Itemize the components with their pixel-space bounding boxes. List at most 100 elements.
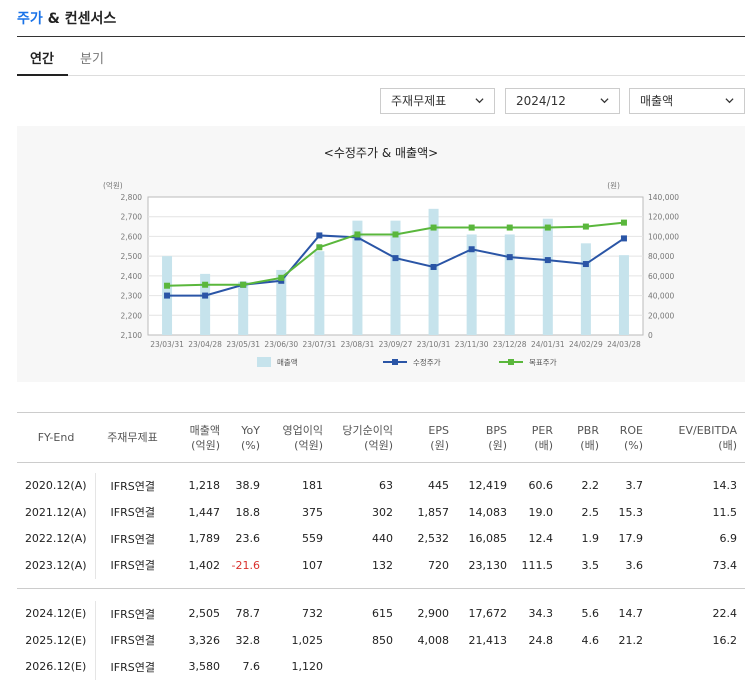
table-cell: 63 [379,479,393,493]
table-cell: 4.6 [581,633,600,647]
point-adjusted-price [544,257,551,264]
x-axis-tick: 23/11/30 [455,340,489,349]
table-cell: 7.6 [242,660,261,674]
table-cell: 3.6 [625,558,644,572]
table-cell: 2021.12(A) [24,505,87,519]
table-cell: 1,025 [291,633,324,647]
bar-sales [352,220,363,335]
metric-select-value: 매출액 [640,94,674,108]
column-header: EV/EBITDA (배) [651,412,745,463]
table-header-row: FY-End 주재무제표 매출액 (억원) YoY (%) 영업이익 (억원) 당기순이익 (억원… [17,412,745,463]
period-tabs: 연간 분기 [17,38,745,76]
statement-select[interactable]: 주재무제표 [380,88,495,114]
point-target-price [582,223,589,230]
table-cell: 3.7 [625,479,644,493]
bar-sales [200,273,211,335]
table-cell: 60.6 [528,479,554,493]
tab-annual[interactable]: 연간 [30,52,54,67]
column-header: FY-End [17,412,95,463]
right-axis-tick: 0 [648,331,653,340]
column-header: YoY (%) [228,412,268,463]
column-header: BPS (원) [457,412,515,463]
left-axis-tick: 2,200 [121,311,143,320]
table-cell: 1,447 [188,505,221,519]
table-cell: 732 [302,607,323,621]
point-adjusted-price [430,263,437,270]
point-adjusted-price [164,292,171,299]
table-cell: 2.2 [581,479,600,493]
table-cell: 14.7 [618,607,644,621]
table-cell: 615 [372,607,393,621]
x-axis-tick: 23/06/30 [264,340,298,349]
table-row: 2023.12(A) IFRS연결 1,402 -21.6 107 132 720 23,13… [17,552,745,579]
table-cell: 850 [372,633,393,647]
metric-select[interactable]: 매출액 [629,88,745,114]
legend-label-sales: 매출액 [277,357,298,367]
table-cell: IFRS연결 [94,627,170,654]
bar-sales [504,234,515,335]
table-cell: 6.9 [719,532,738,546]
chart-title: <수정주가 & 매출액> [323,146,439,160]
column-header: EPS (원) [401,412,457,463]
x-axis-tick: 23/07/31 [303,340,337,349]
left-axis-tick: 2,100 [121,331,143,340]
column-header: PER (배) [515,412,561,463]
point-adjusted-price [582,261,589,268]
bar-sales [390,220,401,335]
table-cell: 1,789 [188,532,221,546]
table-cell: 107 [302,558,323,572]
table-cell [457,654,515,681]
table-cell: 302 [372,505,393,519]
bar-sales [542,218,553,335]
table-cell: 1.9 [581,532,600,546]
point-target-price [620,219,627,226]
table-cell: 375 [302,505,323,519]
table-row: 2024.12(E) IFRS연결 2,505 78.7 732 615 2,900 17,6… [17,600,745,627]
period-select[interactable]: 2024/12 [505,88,620,114]
table-cell: 2,532 [417,532,450,546]
left-axis-tick: 2,300 [121,292,143,301]
table-cell: 2026.12(E) [25,660,87,674]
chart-canvas: 2,100 0 2,200 20,000 2,300 40,000 2,400 60,000 2… [103,181,679,367]
point-target-price [430,224,437,231]
table-cell: 2,505 [188,607,221,621]
chevron-down-icon [600,98,609,104]
table-cell: 22.4 [712,607,738,621]
statement-select-value: 주재무제표 [391,94,447,108]
page-title-accent: 주가 [17,11,43,27]
table-cell: -21.6 [231,558,260,572]
point-adjusted-price [468,246,475,253]
left-axis-unit: (억원) [103,181,123,190]
table-cell: 2023.12(A) [24,558,87,572]
table-cell: IFRS연결 [94,472,170,499]
table-cell: 23.6 [235,532,261,546]
point-adjusted-price [316,232,323,239]
table-cell [331,654,401,681]
point-target-price [506,224,513,231]
table-cell: 2.5 [581,505,600,519]
legend-label-target-price: 목표주가 [529,358,557,367]
table-cell: 19.0 [528,505,554,519]
bar-sales [238,281,249,335]
table-cell [651,654,745,681]
chevron-down-icon [475,98,484,104]
table-cell: 2,900 [417,607,450,621]
left-axis-tick: 2,700 [121,213,143,222]
active-tab-indicator [17,74,68,76]
tab-quarterly[interactable]: 분기 [80,52,104,67]
financial-summary-table: FY-End 주재무제표 매출액 (억원) YoY (%) 영업이익 (억원) 당기순이익 (억원… [17,412,745,680]
right-axis-tick: 80,000 [648,252,674,261]
table-cell: 16.2 [712,633,738,647]
point-adjusted-price [392,255,399,262]
point-target-price [392,231,399,238]
bar-sales [580,243,591,335]
table-cell: IFRS연결 [94,653,170,680]
table-cell: 1,218 [188,479,221,493]
table-cell: 559 [302,532,323,546]
right-axis-tick: 140,000 [648,193,679,202]
table-cell: 18.8 [235,505,261,519]
table-cell: 4,008 [417,633,450,647]
table-cell: 21.2 [618,633,644,647]
table-cell: 14,083 [468,505,508,519]
table-cell: 3.5 [581,558,600,572]
